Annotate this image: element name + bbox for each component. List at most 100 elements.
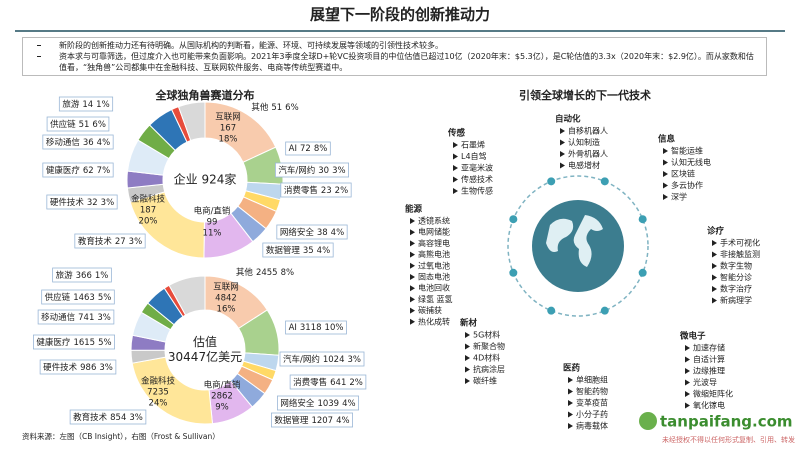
group-item: 多云协作 <box>671 180 703 190</box>
group-item: 外骨机器人 <box>568 149 608 159</box>
segment-label-group: 旅游 14 1% <box>58 96 114 112</box>
segment-label: AI 72 8% <box>289 144 328 154</box>
label-part: 3% <box>97 313 111 323</box>
label-part: 3% <box>332 166 346 176</box>
item-bullet <box>663 194 668 200</box>
label-part: 986 <box>80 363 96 373</box>
segment-label: 供应链 1463 5% <box>45 292 112 303</box>
label-part: 教育技术 <box>73 412 108 423</box>
group-item: 透镜系统 <box>418 216 450 226</box>
label-box <box>42 162 114 178</box>
group-item: 生物传感 <box>461 186 493 196</box>
group-item: 4D材料 <box>473 353 500 363</box>
label-part: 641 <box>330 378 346 388</box>
group-item: 碳纤维 <box>473 376 497 386</box>
segment-label-group: 消费零售 23 2% <box>280 182 352 198</box>
item-bullet <box>685 345 690 351</box>
label-part: 741 <box>78 313 94 323</box>
segment-label-group: 消费零售 641 2% <box>289 374 367 390</box>
segment-label: 99 <box>207 218 218 228</box>
group-item: 认知无线电 <box>671 157 711 167</box>
segment-label: 7235 <box>147 388 169 398</box>
label-box <box>280 182 352 198</box>
label-box <box>274 162 350 178</box>
label-part: 1615 <box>73 338 95 348</box>
label-part: 854 <box>110 413 126 423</box>
group-item: 变革疫苗 <box>576 398 608 408</box>
segment-label-group: 网络安全 1039 4% <box>277 395 359 411</box>
group-name: 自动化 <box>555 114 581 125</box>
group-item: 绿氢 蓝氢 <box>418 294 453 304</box>
item-bullet <box>712 251 717 258</box>
item-bullet <box>663 159 668 166</box>
segment-label: 187 <box>140 206 156 216</box>
segment-label: 电商/直销 <box>194 206 231 217</box>
label-box <box>69 409 147 425</box>
segment-label-group: 其他 2455 8% <box>236 267 294 278</box>
item-bullet <box>410 240 415 247</box>
segment-label-group: 教育技术 27 3% <box>74 233 146 249</box>
label-part: 8% <box>314 144 328 154</box>
label-part: 硬件技术 <box>50 197 85 208</box>
orbit-node <box>600 306 609 315</box>
item-bullet <box>712 286 717 292</box>
group-item: 高熊电池 <box>418 249 450 259</box>
orbit-node <box>509 268 518 277</box>
group-item: 电池回收 <box>418 283 450 293</box>
orbit-node <box>547 177 556 186</box>
label-part: 5% <box>98 338 112 348</box>
group-name: 新材 <box>460 318 478 329</box>
orbit-node <box>638 215 647 224</box>
label-box <box>271 412 353 428</box>
label-part: 3% <box>348 355 362 365</box>
item-bullet <box>560 139 565 146</box>
segment-label: 教育技术 854 3% <box>73 412 143 423</box>
slide-title: 展望下一阶段的创新推动力 <box>310 6 490 24</box>
group-item: 深学 <box>671 192 687 202</box>
label-box <box>46 194 118 210</box>
label-box <box>37 309 115 325</box>
group-item: 亚毫米波 <box>461 163 493 173</box>
segment-label: 金融科技 <box>141 376 176 387</box>
segment-label-group: 硬件技术 986 3% <box>39 359 117 375</box>
label-part: 1% <box>95 271 109 281</box>
segment-label: 167 <box>220 124 236 134</box>
group-item: 电感增材 <box>568 160 600 170</box>
label-part: 51 <box>271 103 282 113</box>
label-part: 汽车/网约 <box>278 165 315 176</box>
label-part: 10% <box>325 323 344 333</box>
label-part: 27 <box>115 237 126 247</box>
center-label: 企业 924家 <box>174 172 237 187</box>
label-part: 3% <box>99 363 113 373</box>
source: 资料来源：左图（CB Insight），右图（Frost & Sullivan） <box>22 431 220 441</box>
label-part: 366 <box>76 271 92 281</box>
group-name: 医药 <box>563 363 581 374</box>
group-item: 单细胞组 <box>576 375 608 385</box>
label-part: 62 <box>83 166 94 176</box>
label-part: 5% <box>98 293 112 303</box>
item-bullet <box>410 318 415 325</box>
label-part: 健康医疗 <box>36 337 71 348</box>
item-bullet <box>685 368 690 374</box>
bullet: 新阶段的创新推动力还有待明确。从国际机构的判断看，能源、环境、可持续发展等领域的… <box>31 40 760 51</box>
segment-label-group: 网络安全 38 4% <box>276 224 348 240</box>
orbit-node <box>600 177 609 186</box>
label-part: 72 <box>300 144 311 154</box>
segment-label: 硬件技术 986 3% <box>43 362 113 373</box>
donut-segment <box>177 101 206 142</box>
group-item: 热化成转 <box>418 316 450 326</box>
segment-label-group: AI 72 8% <box>285 141 331 156</box>
segment-label: 健康医疗 1615 5% <box>36 337 111 348</box>
chart-title: 全球独角兽赛道分布 <box>155 88 255 102</box>
segment-label: AI 3118 10% <box>289 323 344 333</box>
segment-label: 18% <box>219 135 238 145</box>
segment-label-group: 教育技术 854 3% <box>69 409 147 425</box>
tech-title: 引领全球增长的下一代技术 <box>519 88 651 102</box>
label-part: AI <box>289 323 297 333</box>
item-bullet <box>685 379 690 386</box>
segment-label: 网络安全 38 4% <box>280 227 344 238</box>
segment-label: 移动通信 36 4% <box>46 137 110 148</box>
label-part: 1207 <box>311 416 333 426</box>
segment-label-group: 供应链 1463 5% <box>41 289 115 305</box>
